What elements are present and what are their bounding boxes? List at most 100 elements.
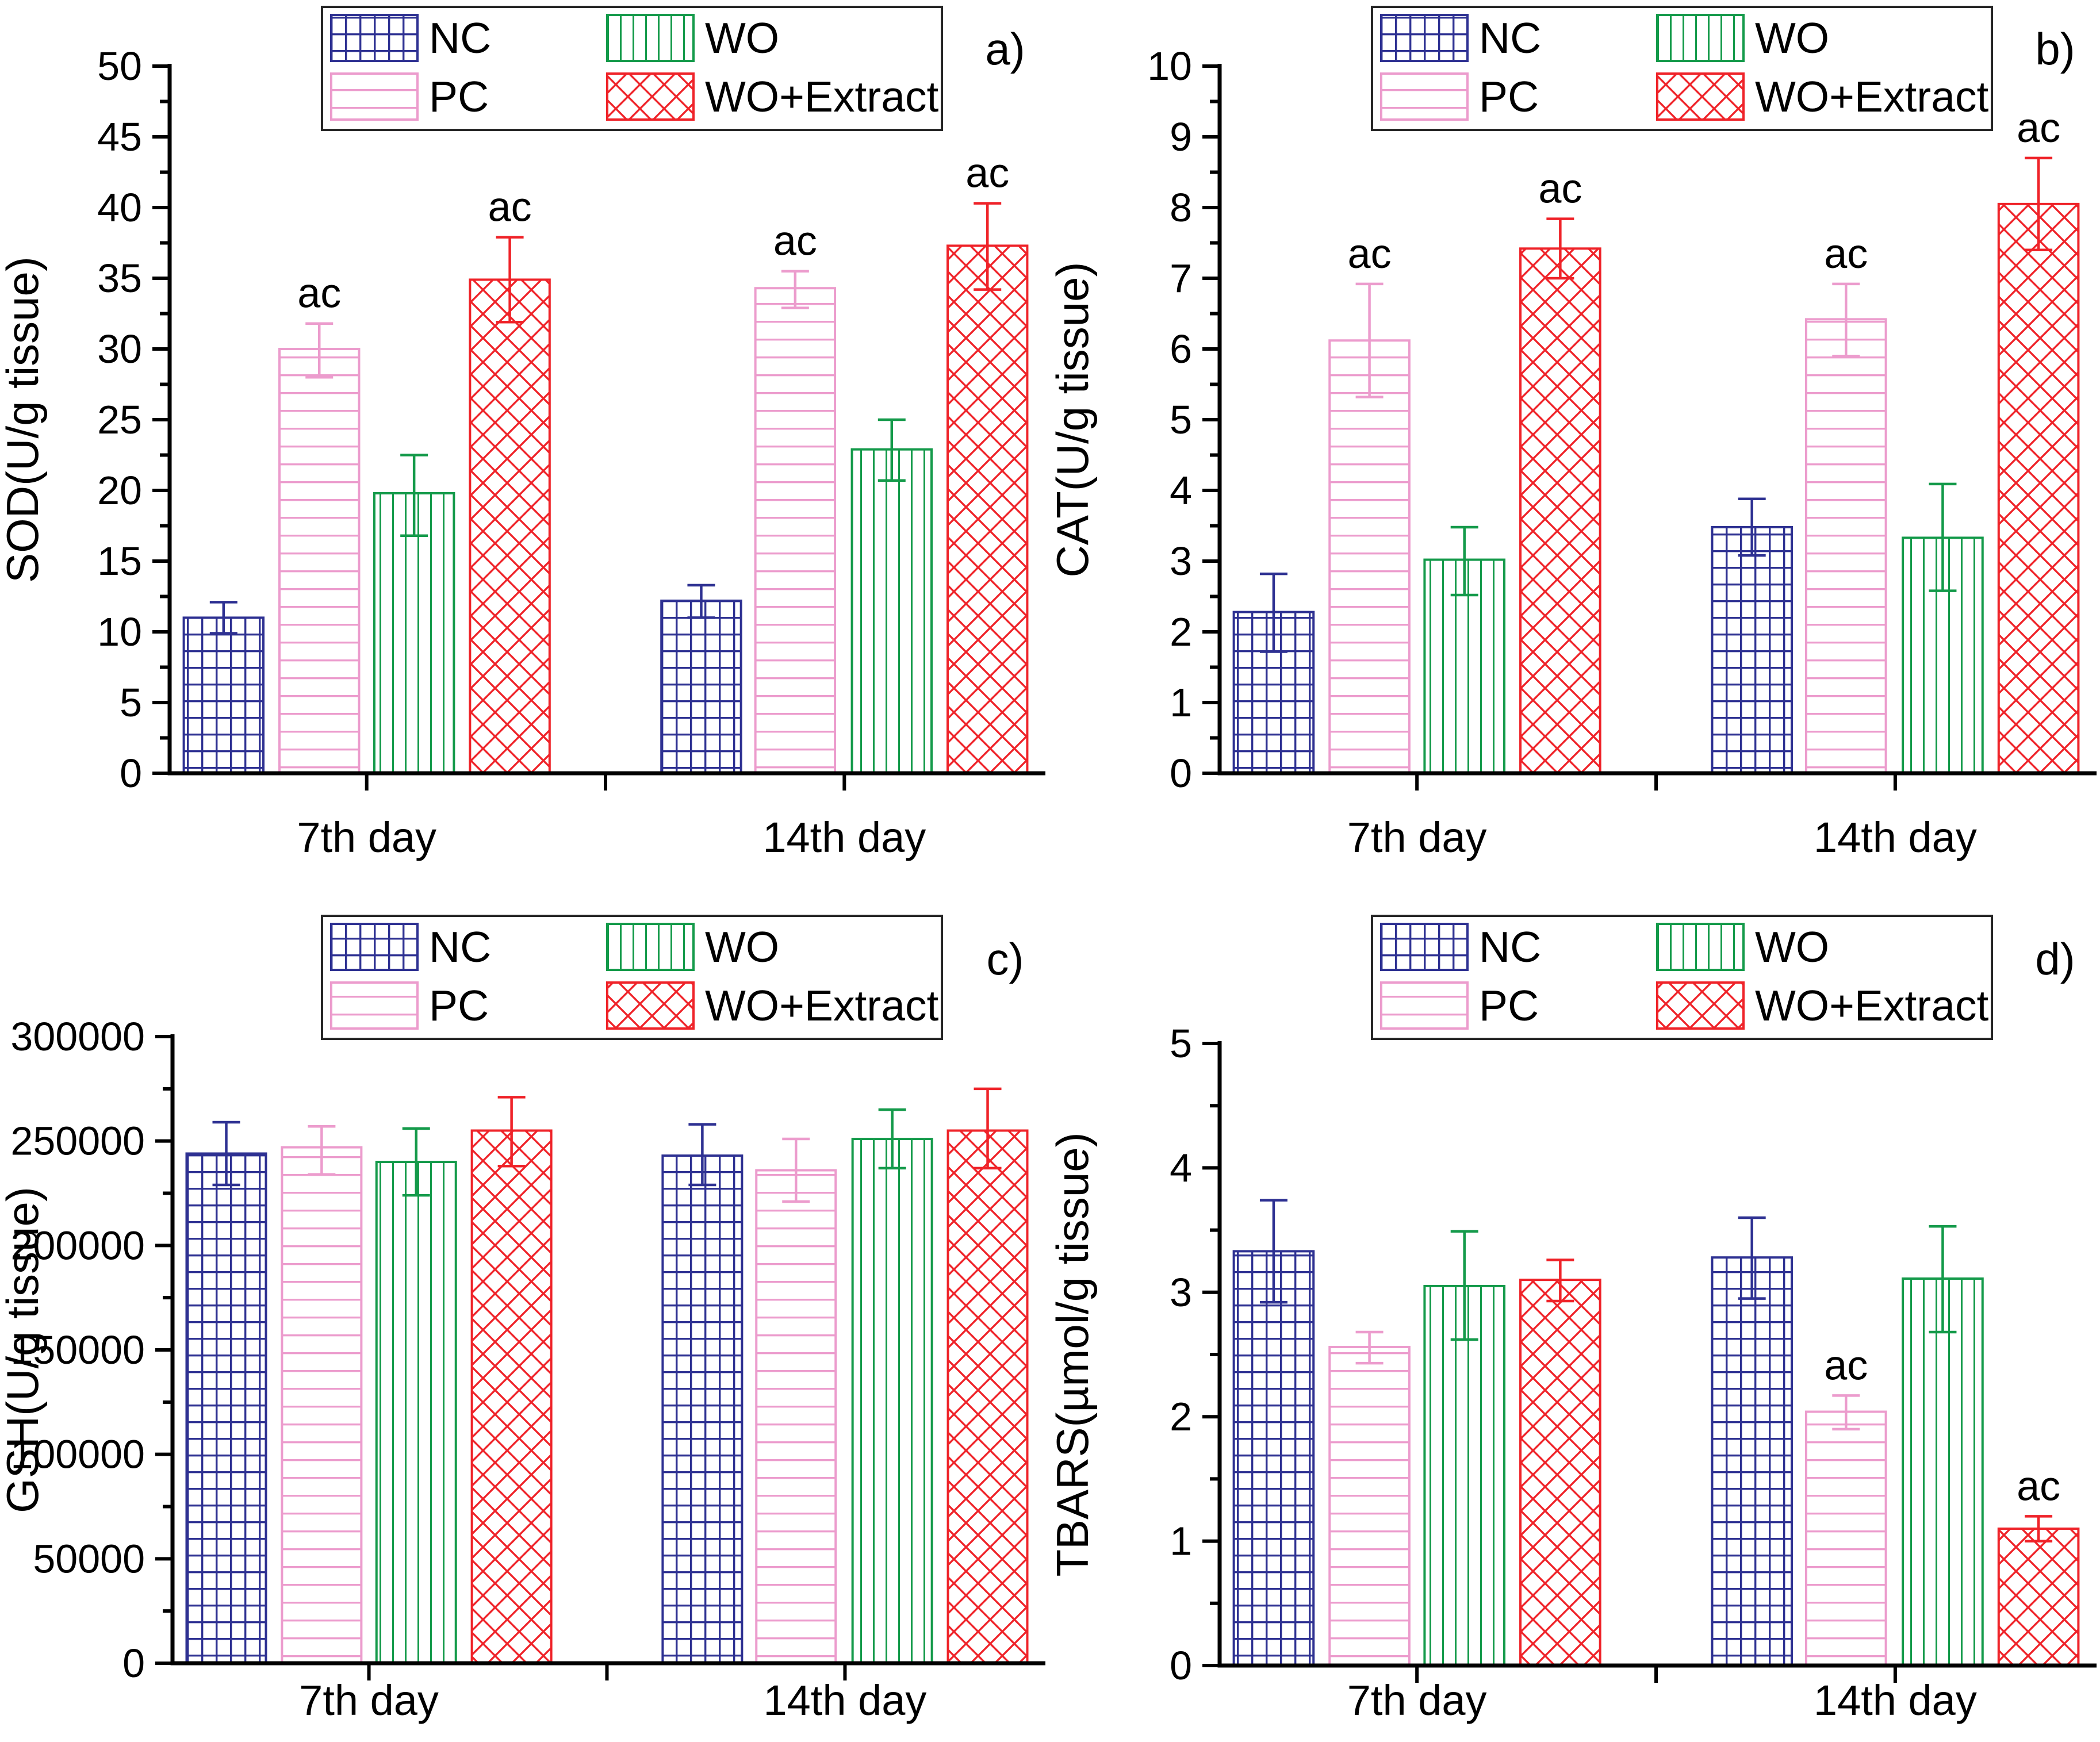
error-bar-NC-1 [687,584,715,619]
bar-WO+Extract-7th-day [1519,1279,1601,1667]
error-bar-WO-0 [402,1127,430,1197]
bar-NC-14th-day [1711,1256,1793,1667]
panel-d-tbars-chart: ac ac 0 1 2 3 4 5 7th day 14th day TBARS(µmol/g ti… [1050,871,2100,1742]
legend-label-PC: PC [1479,981,1539,1030]
y-tick-label: 100000 [10,1432,145,1477]
bar-WO-7th-day [1423,1284,1506,1667]
y-tick-label: 5 [1170,1021,1192,1066]
y-tick-label: 150000 [10,1327,145,1372]
error-bar-NC-0 [1259,1199,1287,1304]
legend-label-WO+Extract: WO+Extract [1755,981,1988,1030]
y-ticks [155,1035,173,1665]
error-bar-WO-1 [877,418,906,482]
x-category-label: 14th day [1814,1676,1977,1724]
error-bar-WO+Extract-1 [2025,1515,2053,1543]
chart-svg-a: ac ac ac ac 0 5 10 15 20 25 30 35 40 45 50 7th day 14th … [0,6,1045,861]
x-ticks [367,1663,847,1680]
y-tick-label: 200000 [10,1223,145,1268]
bar-WO-14th-day [850,448,933,774]
legend-swatch-NC [1380,923,1469,971]
bar-NC-14th-day [1711,525,1793,775]
chart-svg-c: 0 50000 100000 150000 200000 250000 300000 7th … [0,915,1045,1724]
y-tick-label: 2 [1170,609,1192,654]
legend-swatch-WO+Extract [606,72,695,121]
legend-label-PC: PC [429,981,489,1030]
legend-label-WO+Extract: WO+Extract [705,981,938,1030]
bar-WO+Extract-7th-day [470,1129,553,1664]
y-tick-label: 30 [97,327,142,371]
y-tick-label: 1 [1170,680,1192,725]
x-category-label: 14th day [764,1676,927,1724]
panel-a-sod-chart: ac ac ac ac 0 5 10 15 20 25 30 35 40 45 50 7th day 14th … [0,0,1050,871]
legend-swatch-WO [606,14,695,62]
x-category-label: 7th day [1347,1676,1487,1724]
y-tick-label: 4 [1170,468,1192,513]
bar-NC-14th-day [661,1154,744,1665]
y-tick-label: 250000 [10,1119,145,1164]
error-bar-NC-0 [212,1121,240,1187]
bar-WO+Extract-7th-day [1519,247,1601,774]
error-bar-NC-1 [1738,497,1766,557]
legend-label-WO+Extract: WO+Extract [1755,72,1988,121]
y-tick-label: 3 [1170,1270,1192,1315]
bar-WO-14th-day [1902,1277,1984,1667]
x-category-label: 14th day [1814,814,1977,861]
legend-label-WO: WO [1755,14,1829,62]
y-tick-label: 0 [122,1641,145,1686]
sig-label-PC-1: ac [1824,231,1868,277]
legend-swatch-PC [330,72,419,121]
chart-svg-d: ac ac 0 1 2 3 4 5 7th day 14th day TBARS(µmol/g ti… [1050,915,2097,1724]
bar-PC-14th-day [754,287,837,775]
bar-PC-14th-day [1804,318,1887,774]
error-bar-WO+Extract-0 [1546,1258,1574,1303]
sig-label-WO+Extract-1: ac [965,151,1009,197]
legend: NC PC WO WO+Extract [321,915,943,1040]
panel-letter: c) [987,934,1024,984]
legend-label-WO: WO [705,923,779,971]
y-ticks [1202,64,1220,775]
y-tick-label: 300000 [10,1014,145,1059]
y-tick-label: 5 [120,680,142,725]
error-bar-NC-1 [1738,1216,1766,1300]
x-category-label: 7th day [1347,814,1487,861]
error-bar-PC-0 [1355,1330,1384,1365]
error-bar-PC-1 [1832,282,1860,358]
bar-WO+Extract-14th-day [946,1129,1029,1664]
error-bar-PC-1 [1832,1394,1860,1431]
bar-NC-7th-day [185,1152,267,1664]
bar-PC-7th-day [278,348,361,774]
error-bar-PC-1 [782,1137,810,1203]
error-bar-WO+Extract-0 [497,1096,526,1168]
error-bar-WO-1 [1929,482,1957,592]
legend-label-WO: WO [705,14,779,62]
y-tick-label: 50000 [33,1536,145,1581]
bar-WO+Extract-14th-day [946,244,1029,775]
sig-label-PC-0: ac [297,271,341,317]
panel-letter: d) [2035,934,2075,984]
bar-WO-7th-day [373,492,455,774]
bar-NC-14th-day [660,599,742,774]
legend-swatch-NC [1380,14,1469,62]
panel-letter: b) [2035,24,2075,74]
legend: NC PC WO WO+Extract [321,6,943,131]
legend-label-PC: PC [429,72,489,121]
panel-b-cat-chart: ac ac ac ac 0 1 2 3 4 5 6 7 8 9 10 7th day 14th day CAT(U… [1050,0,2100,871]
legend-swatch-WO+Extract [1656,981,1745,1030]
legend-swatch-PC [1380,72,1469,121]
error-bar-WO+Extract-0 [1546,217,1574,280]
y-tick-label: 6 [1170,327,1192,371]
error-bar-NC-0 [1259,572,1287,653]
legend-label-NC: NC [429,923,491,971]
legend-swatch-NC [330,14,419,62]
y-tick-label: 4 [1170,1145,1192,1190]
y-tick-label: 3 [1170,539,1192,584]
y-tick-label: 50 [97,44,142,89]
legend-swatch-WO [606,923,695,971]
y-axis-title: GSH(U/g tissue) [0,1187,48,1513]
legend-swatch-WO+Extract [1656,72,1745,121]
y-tick-label: 40 [97,185,142,230]
legend-swatch-WO [1656,923,1745,971]
bar-WO+Extract-14th-day [1997,202,2080,775]
y-tick-label: 35 [97,256,142,301]
